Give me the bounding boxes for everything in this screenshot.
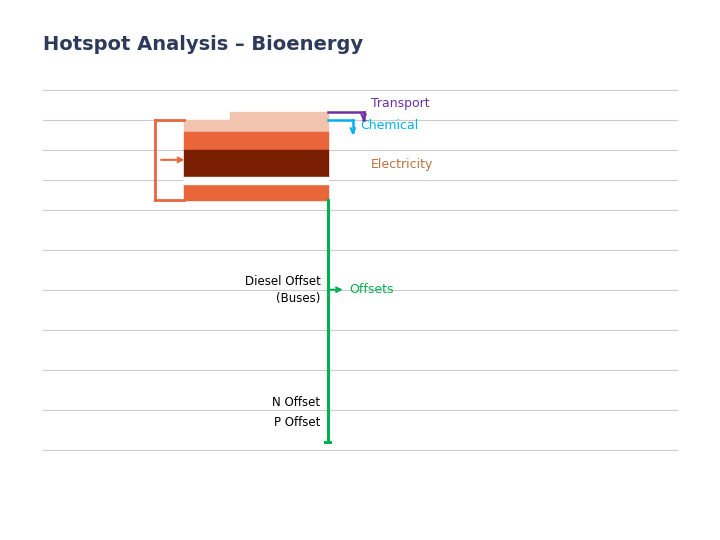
Text: Diesel Offset
(Buses): Diesel Offset (Buses) [245, 275, 320, 305]
Text: P Offset: P Offset [274, 416, 320, 429]
Text: Offsets: Offsets [349, 283, 394, 296]
Text: Hotspot Analysis – Bioenergy: Hotspot Analysis – Bioenergy [43, 35, 364, 54]
Text: Transport: Transport [371, 97, 429, 110]
Text: Chemical: Chemical [360, 119, 418, 132]
Text: Electricity: Electricity [371, 158, 433, 171]
Text: N Offset: N Offset [272, 396, 320, 409]
